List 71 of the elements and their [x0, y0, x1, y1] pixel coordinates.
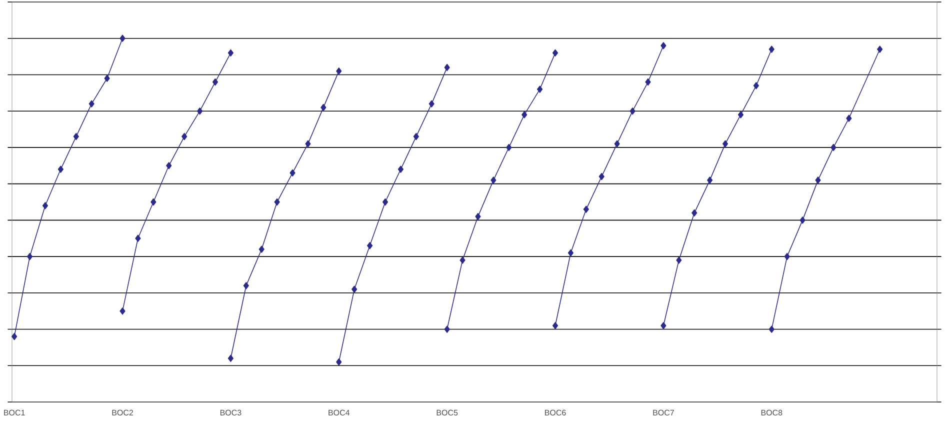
- point: [135, 234, 141, 242]
- point: [660, 42, 666, 50]
- point: [784, 252, 790, 260]
- point: [460, 256, 466, 264]
- point: [428, 100, 434, 108]
- point: [196, 107, 203, 115]
- x-tick-label: BOC1: [4, 410, 25, 416]
- point: [722, 140, 728, 148]
- point: [537, 86, 543, 93]
- point: [58, 166, 64, 173]
- x-tick-label: BOC4: [328, 410, 350, 416]
- point: [614, 140, 620, 148]
- point: [228, 49, 234, 57]
- point: [522, 111, 528, 118]
- point: [583, 206, 589, 213]
- point: [228, 354, 234, 362]
- point: [120, 34, 126, 42]
- point: [290, 169, 296, 177]
- point: [104, 74, 110, 82]
- point: [753, 82, 759, 90]
- point: [645, 78, 651, 86]
- x-tick-label: BOC7: [653, 410, 674, 416]
- point: [676, 256, 682, 264]
- point: [598, 172, 604, 180]
- point: [800, 216, 806, 224]
- point: [738, 111, 744, 118]
- x-tick-label: BOC2: [112, 410, 133, 416]
- point: [846, 114, 852, 122]
- point: [692, 209, 698, 217]
- point: [490, 176, 496, 184]
- point: [382, 198, 388, 206]
- point: [120, 307, 126, 315]
- point: [182, 132, 188, 140]
- point: [815, 176, 821, 184]
- point: [552, 322, 558, 330]
- point: [258, 246, 264, 253]
- x-tick-label: BOC3: [220, 410, 242, 416]
- point: [366, 242, 373, 250]
- point: [336, 358, 342, 366]
- point: [274, 198, 280, 206]
- point: [444, 64, 450, 72]
- point: [475, 212, 481, 220]
- x-tick-label: BOC6: [545, 410, 566, 416]
- point: [830, 144, 836, 152]
- point: [166, 162, 172, 170]
- point: [552, 49, 558, 57]
- point: [26, 252, 33, 260]
- point: [336, 67, 342, 75]
- point: [444, 326, 450, 333]
- x-tick-label: BOC8: [761, 410, 782, 416]
- point: [768, 46, 774, 53]
- point: [630, 107, 636, 115]
- point: [877, 46, 883, 53]
- x-tick-label: BOC5: [436, 410, 458, 416]
- point: [150, 198, 156, 206]
- point: [212, 78, 218, 86]
- point: [768, 326, 774, 333]
- point: [660, 322, 666, 330]
- point: [413, 132, 419, 140]
- point: [12, 332, 18, 340]
- point: [305, 140, 311, 148]
- point: [320, 104, 326, 112]
- point: [73, 132, 79, 140]
- point: [568, 249, 574, 257]
- point: [243, 282, 249, 290]
- point: [707, 176, 713, 184]
- point: [42, 202, 48, 210]
- point: [88, 100, 94, 108]
- point: [352, 286, 358, 293]
- point: [506, 144, 512, 152]
- point: [398, 166, 404, 173]
